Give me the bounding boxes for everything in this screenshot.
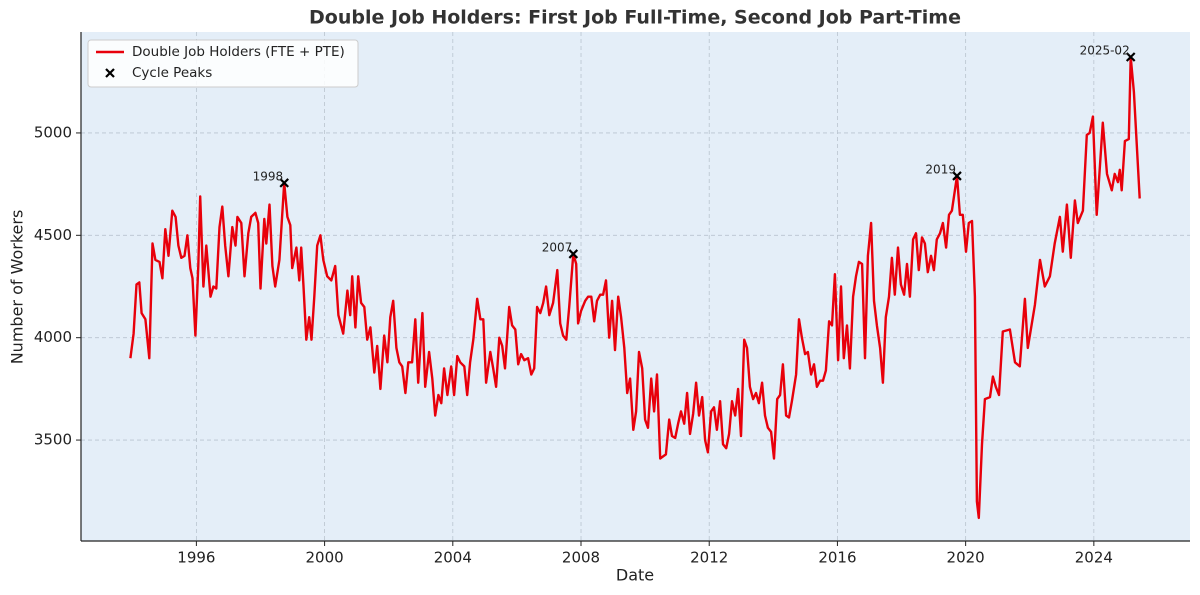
y-axis-label: Number of Workers [8, 210, 27, 365]
legend-label: Double Job Holders (FTE + PTE) [132, 44, 345, 60]
grid [81, 32, 1190, 541]
x-tick-label: 1996 [177, 549, 215, 567]
legend-box [87, 39, 359, 88]
x-tick-label: 2012 [690, 549, 728, 567]
legend-label: Cycle Peaks [132, 65, 212, 81]
peak-marker [568, 249, 579, 259]
x-tick-label: 2008 [562, 549, 600, 567]
data: 1998 2007 2019 2025-02 [129, 43, 1141, 520]
y-tick-label: 3500 [34, 431, 72, 449]
y-tick-label: 4000 [34, 328, 72, 346]
x-tick-label: 2004 [434, 549, 472, 567]
legend: Double Job Holders (FTE + PTE) Cycle Peak… [87, 39, 359, 88]
peak-label: 2025-02 [1080, 43, 1130, 57]
peak-marker [1125, 52, 1136, 62]
x-tick-label: 2000 [306, 549, 344, 567]
peak-label: 2007 [542, 240, 573, 254]
x-tick-label: 2024 [1075, 549, 1113, 567]
y-tick-label: 4500 [34, 226, 72, 244]
y-tick-label: 5000 [34, 123, 72, 141]
chart-title: Double Job Holders: First Job Full-Time,… [309, 7, 961, 29]
legend-swatch [105, 68, 115, 78]
data-line [129, 55, 1141, 520]
peak-marker [279, 178, 289, 188]
peak-label: 1998 [253, 169, 284, 183]
x-axis-label: Date [616, 566, 654, 585]
x-tick-label: 2016 [818, 549, 856, 567]
plot-background [81, 32, 1190, 541]
peak-marker [952, 171, 962, 181]
peak-label: 2019 [925, 162, 956, 176]
x-tick-label: 2020 [947, 549, 985, 567]
